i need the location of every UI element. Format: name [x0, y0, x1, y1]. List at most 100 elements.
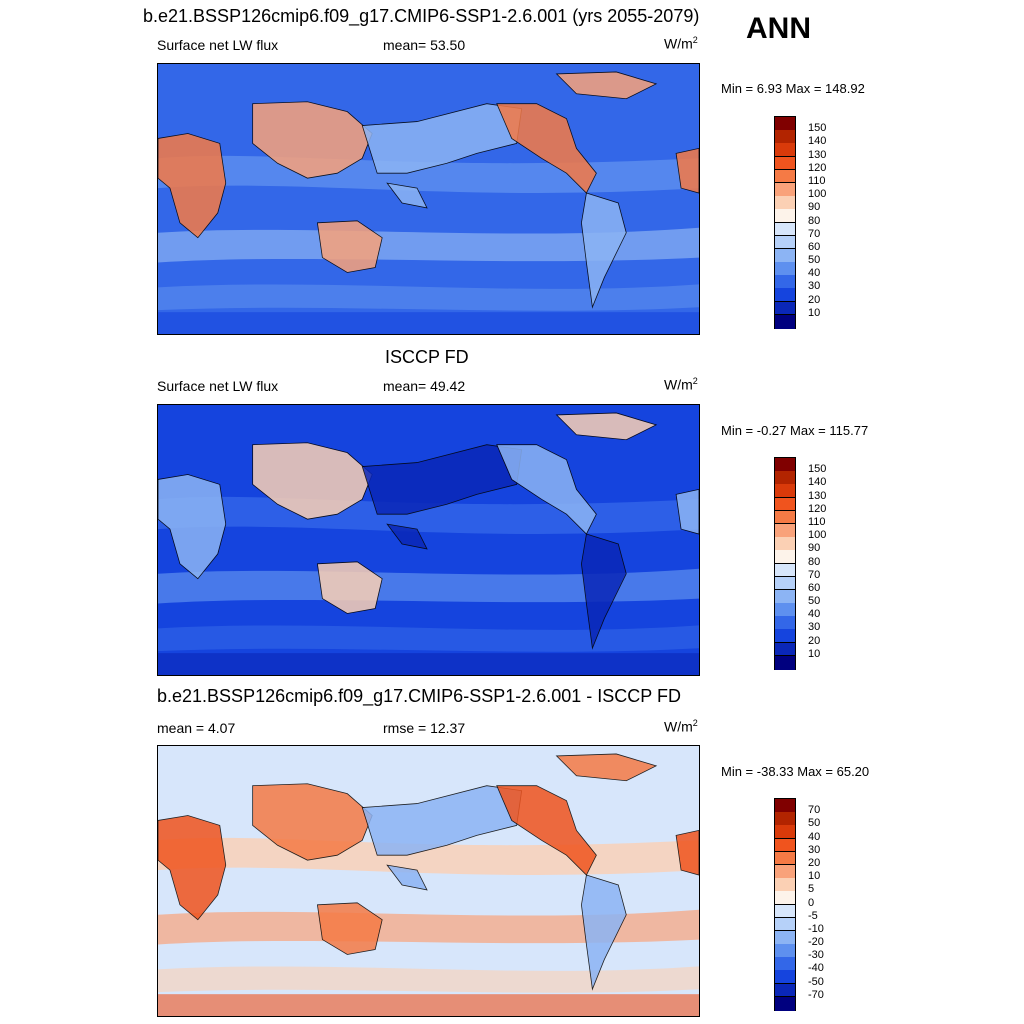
panel-1-mean-label: mean= 53.50 [383, 37, 466, 53]
colorbar-tick-label: 120 [808, 161, 827, 174]
colorbar-swatch [775, 616, 795, 630]
colorbar-swatch [775, 458, 795, 472]
colorbar-tick-label: 150 [808, 122, 827, 135]
panel-3-colorbar [774, 798, 796, 1011]
colorbar-swatch [775, 196, 795, 210]
colorbar-tick-label: 5 [808, 883, 815, 896]
colorbar-swatch [775, 523, 795, 538]
panel-2-map [157, 404, 700, 676]
continent-outline [555, 412, 658, 441]
colorbar-swatch [775, 130, 795, 144]
colorbar-swatch [775, 235, 795, 250]
colorbar-swatch [775, 799, 795, 813]
colorbar-swatch [775, 537, 795, 551]
panel-2-units: W/m2 [664, 376, 698, 393]
colorbar-tick-label: 80 [808, 214, 821, 227]
colorbar-swatch [775, 957, 795, 971]
colorbar-tick-label: 30 [808, 843, 821, 856]
colorbar-tick-label: 130 [808, 148, 827, 161]
colorbar-tick-label: 10 [808, 306, 821, 319]
map-field [158, 405, 699, 675]
colorbar-swatch [775, 156, 795, 171]
colorbar-tick-label: -40 [808, 962, 824, 975]
colorbar-swatch [775, 642, 795, 657]
colorbar-tick-label: 50 [808, 254, 821, 267]
colorbar-tick-label: 10 [808, 647, 821, 660]
colorbar-swatch [775, 301, 795, 316]
panel-2-min-max: Min = -0.27 Max = 115.77 [721, 423, 869, 438]
panel-3-mean-label: mean = 4.07 [157, 720, 236, 736]
colorbar-swatch [775, 471, 795, 485]
colorbar-tick-label: -70 [808, 988, 824, 1001]
colorbar-tick-label: 50 [808, 817, 821, 830]
continent-outline [252, 442, 373, 520]
panel-2-mean-label: mean= 49.42 [383, 378, 466, 394]
continent-outline [158, 133, 227, 239]
colorbar-tick-label: 40 [808, 830, 821, 843]
colorbar-tick-label: 70 [808, 804, 821, 817]
colorbar-swatch [775, 812, 795, 826]
colorbar-swatch [775, 970, 795, 985]
colorbar-swatch [775, 117, 795, 131]
colorbar-swatch [775, 603, 795, 617]
continent-outline [496, 103, 597, 194]
continent-outline [252, 101, 373, 179]
panel-3-rmse-label: rmse = 12.37 [383, 720, 466, 736]
colorbar-tick-label: 150 [808, 463, 827, 476]
continent-outline [316, 902, 383, 955]
continent-outline [158, 474, 227, 580]
continent-outline [316, 561, 383, 614]
colorbar-tick-label: 20 [808, 293, 821, 306]
colorbar-tick-label: -5 [808, 909, 818, 922]
colorbar-tick-label: -20 [808, 936, 824, 949]
panel-2-title: ISCCP FD [385, 347, 469, 367]
colorbar-swatch [775, 262, 795, 276]
panel-2-variable-label: Surface net LW flux [157, 378, 279, 394]
colorbar-swatch [775, 983, 795, 998]
colorbar-tick-label: 40 [808, 267, 821, 280]
colorbar-swatch [775, 182, 795, 197]
colorbar-swatch [775, 589, 795, 604]
continent-outline [386, 182, 428, 209]
colorbar-tick-label: 80 [808, 555, 821, 568]
colorbar-tick-label: 40 [808, 608, 821, 621]
colorbar-tick-label: 90 [808, 542, 821, 555]
map-field [158, 746, 699, 1016]
colorbar-swatch [775, 248, 795, 263]
colorbar-tick-label: 140 [808, 476, 827, 489]
panel-1-units: W/m2 [664, 35, 698, 52]
colorbar-swatch [775, 629, 795, 644]
colorbar-tick-label: 60 [808, 240, 821, 253]
continent-outline [361, 444, 523, 515]
colorbar-swatch [775, 275, 795, 289]
colorbar-swatch [775, 904, 795, 919]
colorbar-swatch [775, 917, 795, 932]
colorbar-tick-label: 30 [808, 280, 821, 293]
colorbar-swatch [775, 655, 795, 670]
season-label: ANN [746, 12, 811, 45]
colorbar-tick-label: 30 [808, 621, 821, 634]
colorbar-tick-label: 140 [808, 135, 827, 148]
continent-outline [496, 785, 597, 876]
map-field [158, 64, 699, 334]
panel-3-units: W/m2 [664, 718, 698, 735]
continent-outline [581, 533, 627, 650]
colorbar-tick-label: 70 [808, 227, 821, 240]
colorbar-tick-label: 100 [808, 188, 827, 201]
colorbar-tick-label: 110 [808, 174, 826, 187]
panel-1-min-max: Min = 6.93 Max = 148.92 [721, 81, 865, 96]
continent-outline [361, 103, 523, 174]
colorbar-tick-label: -50 [808, 975, 824, 988]
colorbar-swatch [775, 169, 795, 184]
continent-outline [386, 523, 428, 550]
colorbar-swatch [775, 944, 795, 958]
panel-3-title: b.e21.BSSP126cmip6.f09_g17.CMIP6-SSP1-2.… [157, 686, 681, 706]
colorbar-swatch [775, 851, 795, 866]
colorbar-tick-label: 70 [808, 568, 821, 581]
continent-outline [675, 488, 699, 535]
colorbar-swatch [775, 143, 795, 158]
colorbar-tick-label: 90 [808, 201, 821, 214]
continent-outline [496, 444, 597, 535]
panel-2-colorbar [774, 457, 796, 670]
continent-outline [675, 829, 699, 876]
